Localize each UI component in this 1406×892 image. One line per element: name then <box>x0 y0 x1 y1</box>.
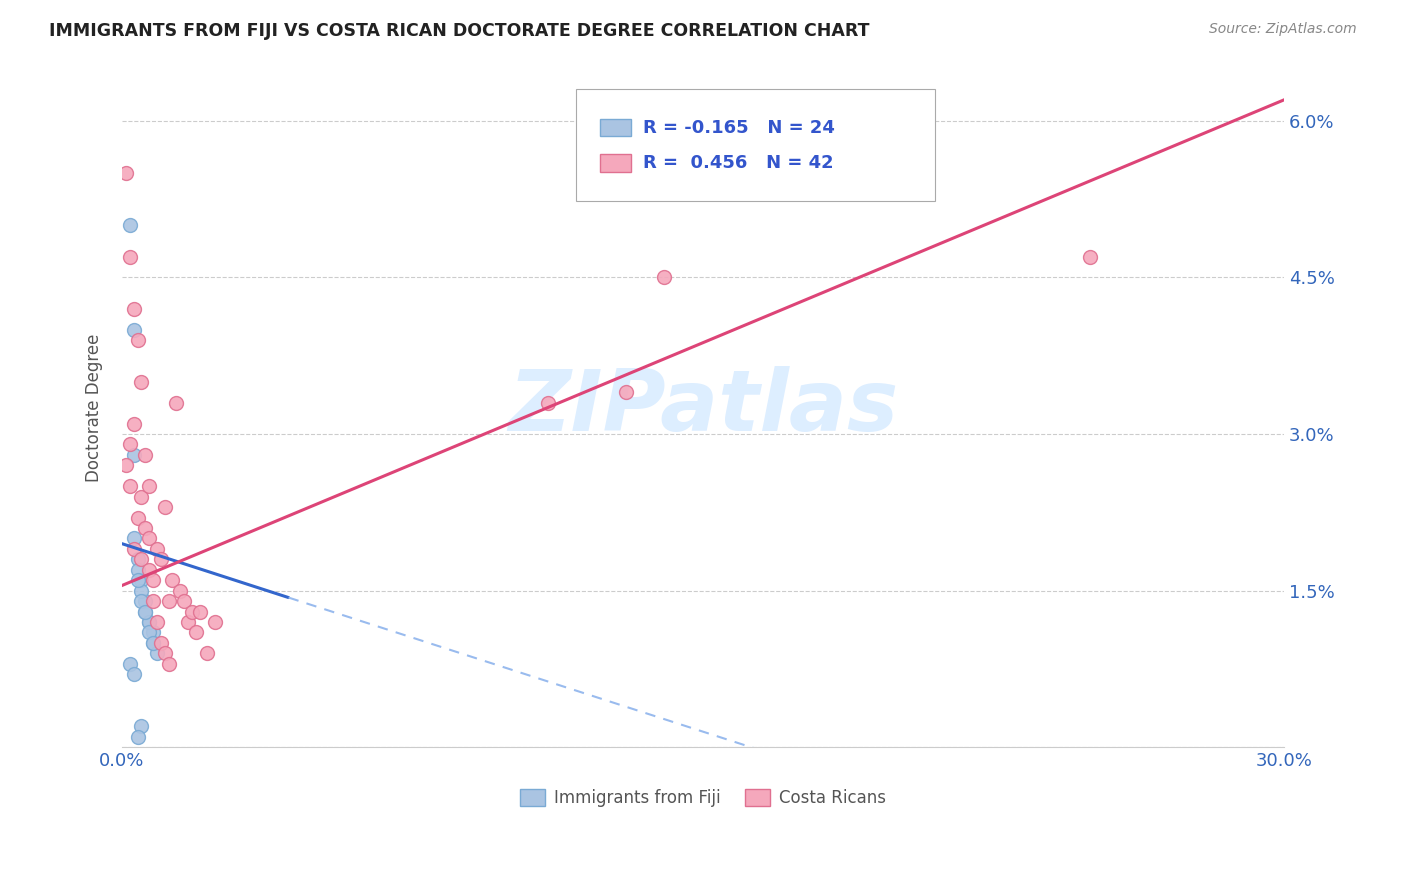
Text: R =  0.456   N = 42: R = 0.456 N = 42 <box>643 154 834 172</box>
Point <box>131 583 153 598</box>
Point <box>122 448 145 462</box>
Point <box>131 552 153 566</box>
Point <box>134 605 156 619</box>
Point <box>122 417 145 431</box>
Point <box>118 657 141 671</box>
Text: IMMIGRANTS FROM FIJI VS COSTA RICAN DOCTORATE DEGREE CORRELATION CHART: IMMIGRANTS FROM FIJI VS COSTA RICAN DOCT… <box>49 22 870 40</box>
Point <box>138 625 160 640</box>
Point <box>138 563 160 577</box>
Point <box>127 333 149 347</box>
Y-axis label: Doctorate Degree: Doctorate Degree <box>86 334 103 482</box>
Point <box>142 636 165 650</box>
Point <box>127 574 149 588</box>
Point <box>184 625 207 640</box>
Point <box>131 490 153 504</box>
Point <box>131 574 153 588</box>
Point <box>142 574 165 588</box>
Point <box>1080 250 1102 264</box>
Point <box>165 395 187 409</box>
Text: ZIPatlas: ZIPatlas <box>508 367 898 450</box>
Point <box>173 594 195 608</box>
Point <box>157 657 180 671</box>
Point <box>115 458 138 473</box>
Point <box>115 166 138 180</box>
Point <box>131 719 153 733</box>
Point <box>138 532 160 546</box>
Point <box>118 479 141 493</box>
Point <box>204 615 226 629</box>
Point <box>127 563 149 577</box>
Point <box>134 521 156 535</box>
Point <box>134 605 156 619</box>
Point <box>127 510 149 524</box>
Point <box>122 532 145 546</box>
Point <box>118 250 141 264</box>
Point <box>118 437 141 451</box>
Point <box>162 574 184 588</box>
Point <box>537 395 560 409</box>
Point <box>149 552 172 566</box>
Point <box>149 636 172 650</box>
Point <box>153 500 176 515</box>
Point <box>157 594 180 608</box>
Point <box>153 646 176 660</box>
Point <box>142 625 165 640</box>
Point <box>138 615 160 629</box>
Point <box>118 218 141 232</box>
Point <box>180 605 202 619</box>
Point <box>614 385 637 400</box>
Point <box>138 479 160 493</box>
Point <box>122 301 145 316</box>
Point <box>131 375 153 389</box>
Text: R = -0.165   N = 24: R = -0.165 N = 24 <box>643 119 834 136</box>
Point <box>138 615 160 629</box>
Point <box>122 667 145 681</box>
Point <box>652 270 675 285</box>
Point <box>127 730 149 744</box>
Point <box>146 646 169 660</box>
Point <box>134 448 156 462</box>
Text: Source: ZipAtlas.com: Source: ZipAtlas.com <box>1209 22 1357 37</box>
Point <box>142 636 165 650</box>
Point <box>177 615 200 629</box>
Legend: Immigrants from Fiji, Costa Ricans: Immigrants from Fiji, Costa Ricans <box>513 782 893 814</box>
Point <box>188 605 211 619</box>
Point <box>146 541 169 556</box>
Point <box>142 594 165 608</box>
Point <box>134 594 156 608</box>
Point <box>195 646 218 660</box>
Point <box>122 541 145 556</box>
Point <box>131 594 153 608</box>
Point <box>122 323 145 337</box>
Point <box>146 615 169 629</box>
Point <box>127 552 149 566</box>
Point <box>169 583 191 598</box>
